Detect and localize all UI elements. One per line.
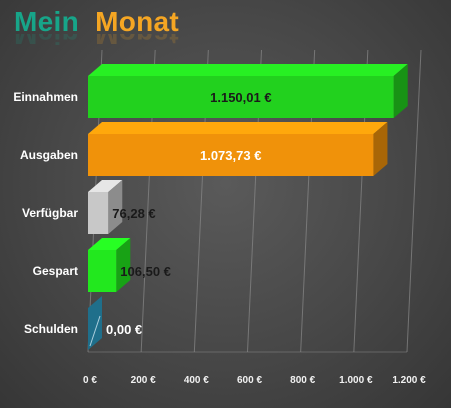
- chart-title: Mein Monat: [14, 6, 179, 38]
- x-tick-label: 0 €: [83, 375, 97, 386]
- bar-side-face: [393, 64, 408, 118]
- title-part-2: Monat: [95, 6, 180, 37]
- category-label: Verfügbar: [22, 206, 78, 220]
- bar-side-face: [373, 122, 388, 176]
- value-label: 76,28 €: [112, 206, 155, 221]
- x-tick-label: 400 €: [184, 375, 209, 386]
- bar-highlight: [89, 315, 101, 347]
- bar-ausgaben: [88, 122, 388, 176]
- x-tick-label: 200 €: [131, 375, 156, 386]
- value-label: 106,50 €: [120, 264, 171, 279]
- bar-front-face: [88, 134, 374, 176]
- x-tick-label: 800 €: [290, 375, 315, 386]
- bar-side-face: [108, 180, 123, 234]
- category-label: Einnahmen: [13, 90, 78, 104]
- bar-front-face: [88, 250, 117, 292]
- bar-side-face: [116, 238, 131, 292]
- value-label: 1.073,73 €: [200, 148, 261, 163]
- x-tick-label: 1.200 €: [392, 375, 426, 386]
- bar-schulden: [88, 296, 102, 350]
- bar-front-face: [88, 192, 109, 234]
- bar-einnahmen: [88, 64, 408, 118]
- title-part-1: Mein: [14, 6, 79, 37]
- bar-top-face: [88, 238, 131, 250]
- bar-verfügbar: [88, 180, 123, 234]
- category-label: Ausgaben: [20, 148, 78, 162]
- bar-top-face: [88, 64, 408, 76]
- value-label: 0,00 €: [106, 322, 142, 337]
- x-tick-label: 600 €: [237, 375, 262, 386]
- value-label: 1.150,01 €: [210, 90, 271, 105]
- bar-side-face: [88, 296, 102, 350]
- x-tick-label: 1.000 €: [339, 375, 373, 386]
- bar-front-face: [88, 76, 394, 118]
- category-label: Gespart: [33, 264, 78, 278]
- bar-top-face: [88, 180, 123, 192]
- category-label: Schulden: [24, 322, 78, 336]
- bar-gespart: [88, 238, 131, 292]
- bar-top-face: [88, 122, 388, 134]
- gridline: [406, 49, 422, 353]
